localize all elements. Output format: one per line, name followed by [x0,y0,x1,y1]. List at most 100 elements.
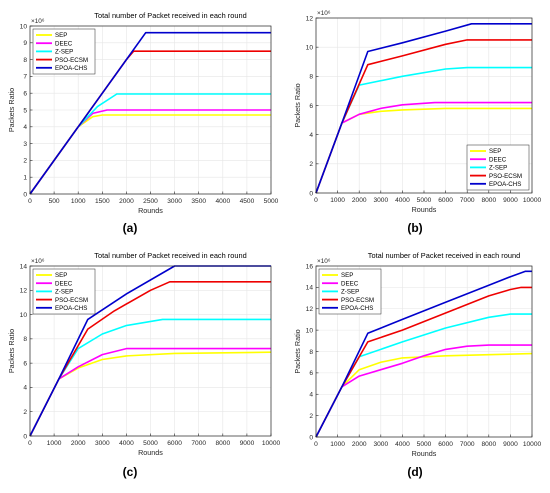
x-tick-label: 7000 [191,440,206,447]
y-tick-label: 12 [306,306,314,313]
x-tick-label: 2000 [71,440,86,447]
legend-label-deec: DEEC [341,280,359,287]
chart-title: Total number of Packet received in each … [94,11,246,20]
legend-label-deec: DEEC [55,280,73,287]
y-tick-label: 9 [23,40,27,47]
y-tick-label: 6 [23,91,27,98]
y-tick-label: 0 [309,190,313,197]
x-tick-label: 1000 [71,198,86,205]
x-tick-label: 10000 [262,440,281,447]
y-tick-label: 3 [23,141,27,148]
y-exponent-label: ×10⁶ [31,18,45,25]
x-tick-label: 3000 [95,440,110,447]
y-tick-label: 2 [309,413,313,420]
x-tick-label: 5000 [417,441,432,448]
x-tick-label: 0 [314,441,318,448]
x-tick-label: 4000 [395,441,410,448]
y-exponent-label: ×10⁶ [317,10,331,17]
legend-label-epoa-chs: EPOA-CHS [341,305,373,312]
legend-label-epoa-chs: EPOA-CHS [55,305,87,312]
y-axis-label: Packets Ratio [7,329,16,373]
y-tick-label: 0 [23,191,27,198]
y-tick-label: 10 [20,23,28,30]
y-exponent-label: ×10⁶ [317,258,331,265]
chart-title: Total number of Packet received in each … [94,251,246,260]
y-tick-label: 16 [306,263,314,270]
legend-label-sep: SEP [55,272,67,279]
y-axis-label: Packets Ratio [7,88,16,132]
x-tick-label: 4500 [240,198,255,205]
x-tick-label: 8000 [481,197,496,204]
y-tick-label: 6 [309,370,313,377]
x-tick-label: 2000 [352,441,367,448]
y-axis-label: Packets Ratio [293,83,302,127]
x-tick-label: 1500 [95,198,110,205]
series-line-epoa-chs [315,22,532,194]
legend-label-deec: DEEC [55,40,73,47]
x-tick-label: 2000 [352,197,367,204]
series-line-deec [315,344,532,438]
y-tick-label: 12 [306,15,314,22]
x-tick-label: 8000 [481,441,496,448]
y-tick-label: 4 [23,385,27,392]
legend-label-z-sep: Z-SEP [55,49,73,56]
x-tick-label: 5000 [417,197,432,204]
y-tick-label: 4 [309,392,313,399]
x-axis-label: Rounds [138,448,163,457]
chart-panel-a: 0 500 1000 1500 2000 2500 3000 3500 4000 4500 5000… [7,11,279,235]
legend-label-z-sep: Z-SEP [55,289,73,296]
y-tick-label: 14 [306,285,314,292]
x-tick-label: 9000 [240,440,255,447]
legend-label-deec: DEEC [489,156,507,163]
legend-label-sep: SEP [55,32,67,39]
y-tick-label: 10 [306,327,314,334]
y-tick-label: 6 [23,360,27,367]
x-tick-label: 4000 [215,198,230,205]
x-tick-label: 4000 [395,197,410,204]
y-tick-label: 12 [20,288,28,295]
x-tick-label: 0 [28,198,32,205]
y-tick-label: 5 [23,107,27,114]
x-axis-label: Rounds [138,206,163,215]
x-tick-label: 3000 [373,441,388,448]
legend-label-epoa-chs: EPOA-CHS [489,181,521,188]
chart-panel-d: 0 1000 2000 3000 4000 5000 6000 7000 8000 9000 10 0… [293,251,541,479]
y-tick-label: 14 [20,263,28,270]
legend-label-pso-ecsm: PSO-ECSM [55,297,88,304]
legend-label-epoa-chs: EPOA-CHS [55,65,87,72]
x-tick-label: 1000 [330,441,345,448]
y-tick-label: 2 [23,158,27,165]
y-tick-label: 2 [23,409,27,416]
y-tick-label: 7 [23,74,27,81]
y-tick-label: 0 [23,433,27,440]
series-line-epoa-chs [29,31,271,195]
x-tick-label: 6000 [438,441,453,448]
x-tick-label: 5000 [143,440,158,447]
y-tick-label: 8 [23,57,27,64]
series-line-epoa-chs [315,270,532,438]
y-exponent-label: ×10⁶ [31,258,45,265]
panel-caption: (c) [123,465,138,479]
y-tick-label: 2 [309,161,313,168]
legend-label-z-sep: Z-SEP [489,165,507,172]
x-tick-label: 5000 [264,198,279,205]
x-tick-label: 7000 [460,441,475,448]
y-tick-label: 4 [23,124,27,131]
x-tick-label: 0 [314,197,318,204]
x-tick-label: 3000 [373,197,388,204]
legend-label-pso-ecsm: PSO-ECSM [341,297,374,304]
y-tick-label: 0 [309,434,313,441]
series-line-pso-ecsm [315,286,532,438]
x-tick-label: 6000 [438,197,453,204]
x-tick-label: 3000 [167,198,182,205]
y-tick-label: 10 [306,44,314,51]
y-axis-label: Packets Ratio [293,329,302,373]
x-tick-label: 2500 [143,198,158,205]
x-tick-label: 9000 [503,441,518,448]
x-tick-label: 4000 [119,440,134,447]
